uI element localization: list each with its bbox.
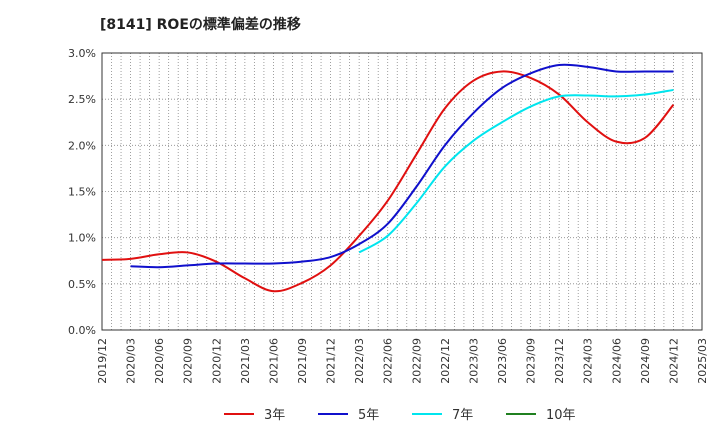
x-tick-label: 2024/12 (667, 338, 680, 384)
y-tick-label: 1.0% (68, 232, 96, 245)
x-tick-label: 2021/12 (325, 338, 338, 384)
x-tick-label: 2021/03 (239, 338, 252, 384)
x-tick-label: 2024/06 (610, 338, 623, 384)
y-tick-label: 0.0% (68, 324, 96, 337)
y-tick-label: 3.0% (68, 47, 96, 60)
x-tick-label: 2021/06 (267, 338, 280, 384)
x-tick-label: 2023/09 (525, 338, 538, 384)
legend-label-4: 10年 (546, 408, 576, 423)
x-tick-label: 2023/12 (553, 338, 566, 384)
x-tick-label: 2020/06 (153, 338, 166, 384)
y-tick-label: 0.5% (68, 278, 96, 291)
legend-label-1: 3年 (264, 408, 285, 423)
series-line-1 (101, 70, 675, 293)
x-tick-label: 2020/03 (125, 338, 138, 384)
legend-label-3: 7年 (452, 408, 473, 423)
x-tick-label: 2020/09 (182, 338, 195, 384)
x-tick-label: 2023/06 (496, 338, 509, 384)
plot-frame (101, 52, 703, 331)
chart-title: [8141] ROEの標準偏差の推移 (100, 17, 301, 33)
x-tick-label: 2022/06 (382, 338, 395, 384)
x-tick-label: 2021/09 (296, 338, 309, 384)
y-tick-label: 1.5% (68, 186, 96, 199)
x-tick-label: 2022/03 (353, 338, 366, 384)
y-tick-label: 2.0% (68, 139, 96, 152)
x-tick-label: 2022/12 (439, 338, 452, 384)
x-tick-label: 2024/09 (639, 338, 652, 384)
x-tick-label: 2024/03 (582, 338, 595, 384)
x-tick-label: 2020/12 (210, 338, 223, 384)
legend-label-2: 5年 (358, 408, 379, 423)
series-line-2 (130, 63, 674, 269)
x-tick-label: 2025/03 (696, 338, 709, 384)
x-tick-label: 2022/09 (410, 338, 423, 384)
x-tick-label: 2019/12 (96, 338, 109, 384)
y-tick-label: 2.5% (68, 93, 96, 106)
x-tick-label: 2023/03 (467, 338, 480, 384)
series-line-3 (358, 88, 674, 254)
